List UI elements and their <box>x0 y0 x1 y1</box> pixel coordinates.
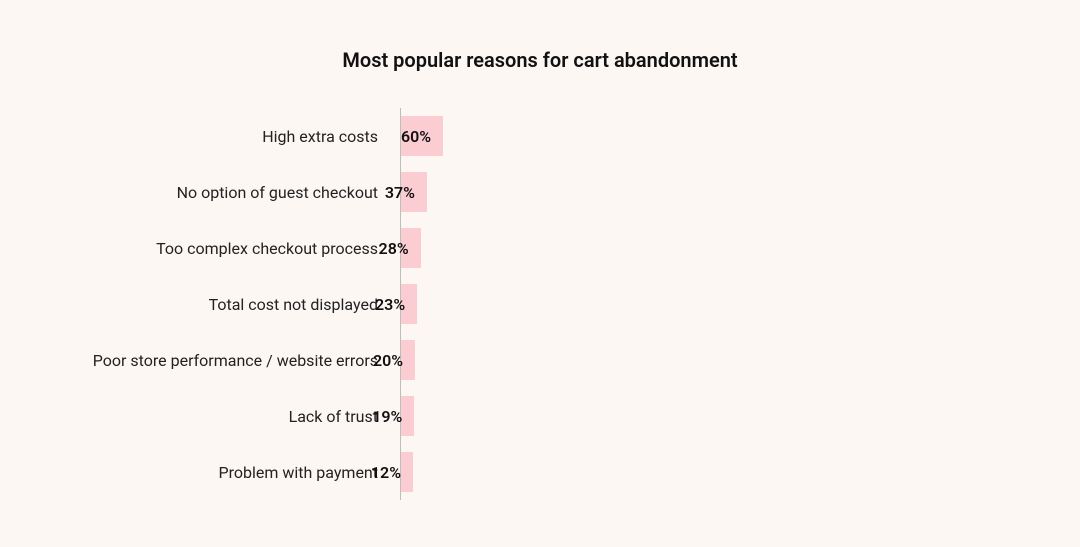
chart-title: Most popular reasons for cart abandonmen… <box>0 48 1080 72</box>
bar-wrap: 12% <box>401 452 443 492</box>
value-label: 20% <box>373 351 403 370</box>
value-label: 19% <box>372 407 402 426</box>
bar-wrap: 23% <box>401 284 443 324</box>
value-label: 23% <box>375 295 405 314</box>
bar: 28% <box>401 228 421 268</box>
category-label: Lack of trust <box>289 407 378 426</box>
value-label: 37% <box>385 183 415 202</box>
value-label: 12% <box>371 463 401 482</box>
bar-wrap: 19% <box>401 396 443 436</box>
cart-abandonment-bar-chart: Most popular reasons for cart abandonmen… <box>0 0 1080 547</box>
bar: 12% <box>401 452 413 492</box>
bar: 19% <box>401 396 414 436</box>
category-label: No option of guest checkout <box>177 183 378 202</box>
bar: 20% <box>401 340 415 380</box>
bar-wrap: 20% <box>401 340 443 380</box>
bar-wrap: 28% <box>401 228 443 268</box>
chart-plot-area: High extra costs No option of guest chec… <box>0 108 1080 500</box>
category-label: Poor store performance / website errors <box>93 351 378 370</box>
bar: 37% <box>401 172 427 212</box>
category-labels-column: High extra costs No option of guest chec… <box>78 108 400 500</box>
bars-column: 60% 37% 28% 23% 20% 19% 12% <box>400 108 1000 500</box>
bar-wrap: 37% <box>401 172 443 212</box>
category-label: Too complex checkout process <box>156 239 378 258</box>
bar-wrap: 60% <box>401 116 443 156</box>
bar: 23% <box>401 284 417 324</box>
category-label: Problem with payment <box>219 463 379 482</box>
bar: 60% <box>401 116 443 156</box>
category-label: High extra costs <box>262 127 378 146</box>
category-label: Total cost not displayed <box>209 295 378 314</box>
value-label: 28% <box>379 239 409 258</box>
value-label: 60% <box>401 127 431 146</box>
